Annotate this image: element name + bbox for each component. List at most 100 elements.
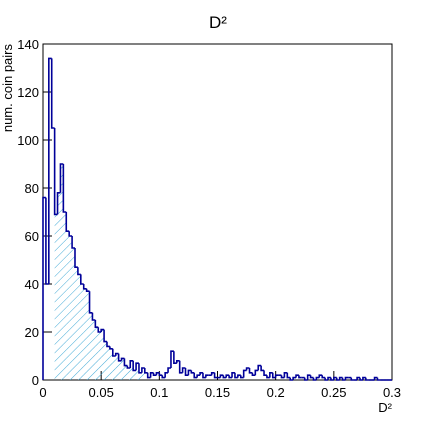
histogram-bin [88, 291, 93, 314]
histogram-bin [170, 350, 174, 368]
histogram-bin [173, 351, 177, 364]
histogram-bin [77, 267, 81, 276]
histogram-bin [271, 372, 276, 379]
histogram-bin [286, 372, 291, 379]
histogram-bin [138, 363, 142, 374]
y-axis-label: num. coin pairs [0, 44, 15, 133]
x-tick-label: 0.25 [321, 385, 346, 400]
histogram-bin [295, 374, 299, 378]
histogram-bin [222, 375, 227, 379]
histogram-bin [350, 377, 355, 381]
histogram-bin [193, 372, 198, 379]
histogram-bin [120, 357, 125, 361]
histogram-bin [141, 367, 145, 373]
histogram-bin [359, 377, 363, 381]
histogram-bin [202, 372, 206, 379]
histogram-bin [62, 164, 67, 213]
histogram-bin [242, 369, 247, 378]
histogram-bin [303, 377, 308, 381]
histogram-bin [48, 57, 52, 284]
histogram-bin [164, 372, 169, 378]
histogram-bin [341, 377, 346, 381]
hatch-fill [115, 353, 119, 380]
hatch-fill [66, 231, 70, 380]
histogram-bin [362, 376, 366, 380]
hatch-fill [69, 236, 73, 380]
histogram-bin [178, 360, 183, 374]
histogram-bin [327, 376, 331, 380]
hatch-fill [72, 248, 75, 380]
histogram-bin [274, 374, 279, 378]
histogram-bin [330, 377, 334, 381]
hatch-fill [112, 356, 116, 380]
histogram-bin [309, 375, 314, 379]
histogram-bin [318, 374, 323, 378]
histogram-bin [158, 372, 163, 376]
histogram-bin [333, 376, 337, 380]
hatch-fill [92, 320, 96, 380]
histogram-bin [289, 377, 294, 381]
histogram-bin [129, 360, 134, 368]
histogram-bin [103, 329, 107, 343]
histogram-bin [106, 341, 110, 348]
histogram-bin [260, 365, 265, 372]
y-tick-label: 0 [32, 373, 39, 388]
histogram-bin [80, 274, 84, 285]
histogram-bin [257, 364, 262, 371]
hatch-fill [80, 284, 84, 380]
histogram-bin [280, 375, 285, 379]
hatch-fill [60, 164, 64, 380]
y-tick-label: 20 [25, 325, 39, 340]
histogram-bin [338, 376, 343, 380]
histogram-bin [254, 369, 259, 376]
histogram-bin [234, 372, 238, 379]
histogram-bin [126, 365, 131, 369]
y-tick-label: 40 [25, 277, 39, 292]
histogram-bin [210, 372, 215, 376]
histogram-bin [248, 368, 253, 374]
histogram-bin [68, 231, 73, 237]
x-tick-label: 0.2 [267, 385, 285, 400]
y-tick-label: 100 [17, 133, 39, 148]
hatch-fill [101, 329, 105, 380]
histogram-bin [225, 374, 230, 378]
histogram-bin [132, 360, 137, 372]
histogram-bin [71, 236, 75, 249]
histogram-bin [117, 353, 122, 362]
hatch-fill [104, 341, 107, 380]
histogram-bin [213, 372, 218, 379]
histogram-bin [315, 376, 320, 380]
histogram-bin [245, 367, 250, 371]
hatch-fill [54, 214, 58, 380]
x-tick-label: 0.1 [150, 385, 168, 400]
y-tick-label: 60 [25, 229, 39, 244]
y-tick-label: 120 [17, 85, 39, 100]
y-tick-label: 140 [17, 37, 39, 52]
histogram-bin [356, 376, 361, 380]
histogram-bin [45, 197, 49, 285]
histogram-bin [321, 375, 326, 379]
hatch-fill [77, 274, 81, 380]
hatch-fill [138, 372, 142, 380]
histogram-bin [82, 284, 87, 290]
hatch-fill [95, 327, 99, 380]
histogram-bin [239, 375, 244, 379]
histogram-bin [263, 370, 267, 376]
hatch-fill [74, 267, 78, 380]
histogram-bin [155, 372, 160, 376]
histogram-bin [184, 368, 189, 376]
hatch-fill [118, 360, 122, 380]
histogram-bin [373, 376, 378, 380]
histogram-bin [228, 375, 233, 379]
histogram-bin [324, 377, 329, 381]
histogram-bin [65, 212, 70, 232]
x-tick-label: 0 [39, 385, 46, 400]
histogram-bin [167, 367, 171, 373]
x-tick-label: 0.05 [89, 385, 114, 400]
hatch-fill [133, 370, 137, 380]
histogram-bin [42, 196, 46, 380]
histogram-bin [365, 377, 369, 381]
histogram-bin [196, 374, 201, 378]
histogram-bin [161, 375, 166, 379]
histogram-bin [306, 374, 311, 380]
